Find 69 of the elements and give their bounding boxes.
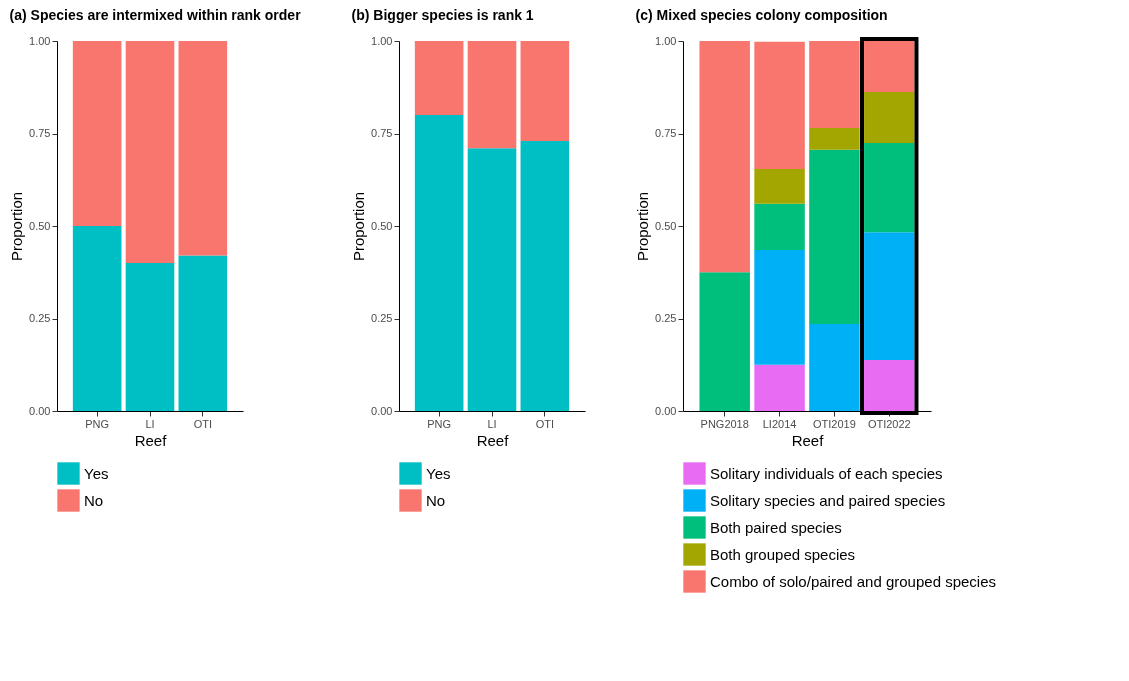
bar bbox=[414, 115, 464, 411]
bar bbox=[864, 143, 915, 233]
y-tick-label: 0.50 bbox=[371, 219, 393, 232]
x-tick-label: OTI2022 bbox=[867, 417, 911, 430]
bar bbox=[809, 324, 860, 411]
bar bbox=[125, 41, 175, 263]
legend-label: No bbox=[426, 491, 446, 509]
legend-label: Solitary individuals of each species bbox=[710, 464, 943, 482]
y-tick-label: 1.00 bbox=[371, 34, 393, 47]
bar bbox=[699, 41, 750, 273]
x-axis-title: Reef bbox=[791, 431, 825, 449]
y-tick-label: 0.00 bbox=[655, 404, 677, 417]
bar bbox=[809, 41, 860, 128]
bar bbox=[125, 263, 175, 411]
y-axis-title: Proportion bbox=[350, 191, 368, 262]
legend-label: Both paired species bbox=[710, 518, 842, 536]
bar bbox=[467, 41, 517, 149]
x-tick-label: LI bbox=[145, 417, 155, 430]
bar bbox=[699, 272, 750, 411]
bar bbox=[414, 41, 464, 115]
y-axis-title: Proportion bbox=[634, 191, 652, 262]
y-tick-label: 0.25 bbox=[371, 312, 393, 324]
y-tick-label: 0.25 bbox=[655, 312, 677, 324]
x-tick-label: OTI2019 bbox=[813, 417, 856, 430]
x-tick-label: LI bbox=[487, 417, 497, 430]
y-tick-label: 0.75 bbox=[29, 127, 51, 139]
bar bbox=[178, 41, 228, 256]
bar bbox=[520, 41, 570, 141]
legend-label: Yes bbox=[84, 464, 109, 482]
bar bbox=[178, 255, 228, 411]
bar bbox=[754, 203, 805, 251]
bar bbox=[72, 41, 122, 226]
y-tick-label: 0.00 bbox=[371, 404, 393, 417]
y-tick-label: 0.75 bbox=[655, 127, 677, 139]
bar bbox=[754, 364, 805, 411]
bar bbox=[809, 127, 860, 150]
y-tick-label: 0.50 bbox=[29, 219, 51, 232]
x-tick-label: OTI bbox=[535, 417, 555, 430]
bar bbox=[754, 169, 805, 204]
chart-title: (a) Species are intermixed within rank order bbox=[9, 7, 302, 23]
bar bbox=[520, 140, 570, 411]
legend-label: Solitary species and paired species bbox=[710, 491, 946, 509]
legend-label: Both grouped species bbox=[710, 545, 856, 563]
x-tick-label: LI2014 bbox=[762, 417, 797, 430]
x-axis-title: Reef bbox=[134, 431, 168, 449]
x-tick-label: PNG2018 bbox=[700, 417, 749, 430]
y-axis-title: Proportion bbox=[8, 191, 26, 262]
x-tick-label: PNG bbox=[85, 417, 110, 430]
bar bbox=[864, 359, 915, 411]
y-tick-label: 0.75 bbox=[371, 127, 393, 139]
bar bbox=[864, 92, 915, 144]
y-tick-label: 0.25 bbox=[29, 312, 51, 324]
y-tick-label: 0.00 bbox=[29, 404, 51, 417]
legend-label: Yes bbox=[426, 464, 451, 482]
y-tick-label: 0.50 bbox=[655, 219, 677, 232]
y-tick-label: 1.00 bbox=[655, 34, 677, 47]
bar bbox=[467, 148, 517, 411]
x-tick-label: OTI bbox=[193, 417, 213, 430]
chart-title: (c) Mixed species colony composition bbox=[635, 7, 888, 23]
chart-title: (b) Bigger species is rank 1 bbox=[351, 7, 534, 23]
bar bbox=[754, 41, 805, 170]
y-tick-label: 1.00 bbox=[29, 34, 51, 47]
bar bbox=[864, 41, 915, 93]
legend-label: Combo of solo/paired and grouped species bbox=[710, 572, 997, 590]
x-tick-label: PNG bbox=[427, 417, 452, 430]
bar bbox=[72, 226, 122, 411]
legend-label: No bbox=[84, 491, 104, 509]
bar bbox=[754, 250, 805, 365]
x-axis-title: Reef bbox=[476, 431, 510, 449]
